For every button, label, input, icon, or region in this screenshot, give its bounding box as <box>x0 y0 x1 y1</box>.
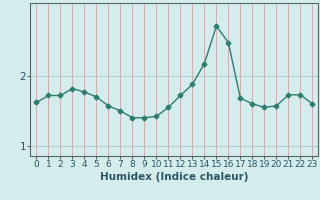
X-axis label: Humidex (Indice chaleur): Humidex (Indice chaleur) <box>100 172 249 182</box>
